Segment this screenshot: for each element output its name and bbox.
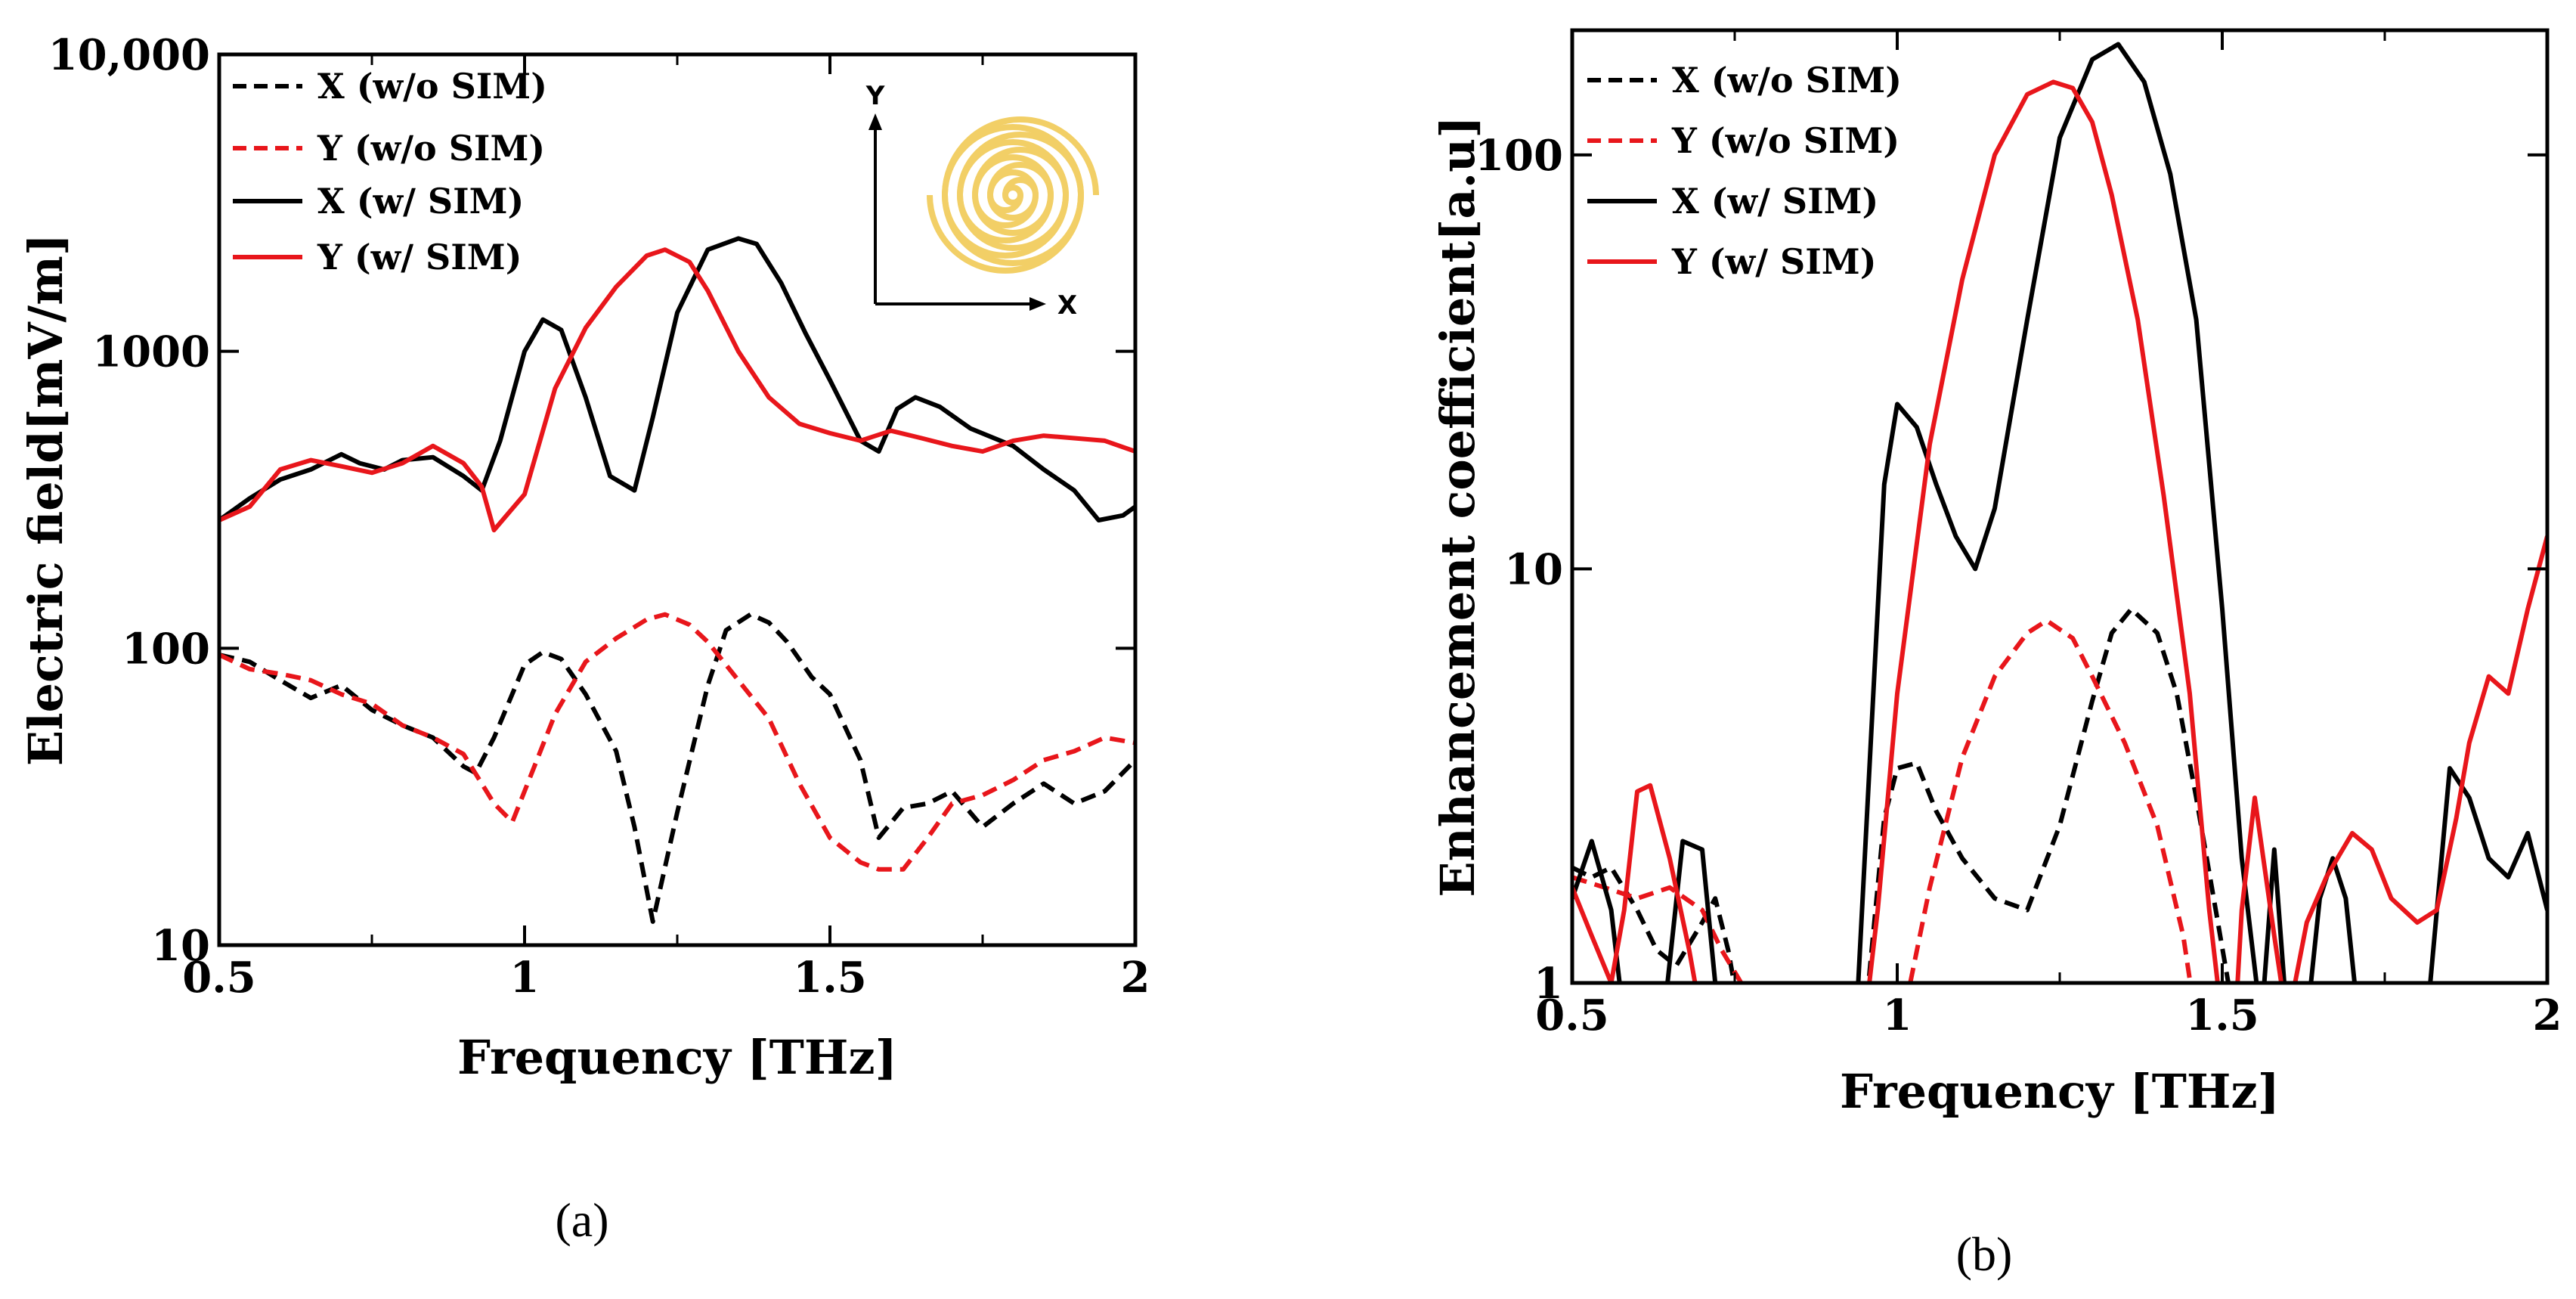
x-tick-label: 1.5 — [793, 953, 866, 1003]
y-axis-title-a: Electric field[mV/m] — [18, 234, 73, 766]
inset-y-label: Y — [865, 81, 885, 111]
inset-axes — [868, 113, 1046, 311]
y-tick-labels-b: 1 10 100 — [1475, 131, 1563, 1009]
series-group-a — [219, 236, 1135, 924]
x-tick-label: 2 — [1121, 953, 1150, 1003]
y-tick-label: 10 — [151, 921, 210, 971]
series-line-y-w-sim — [219, 247, 1135, 533]
series-line-y-w-sim — [1572, 79, 2547, 983]
series-group-b — [1572, 42, 2547, 983]
legend-label: Y (w/o SIM) — [1671, 120, 1899, 161]
x-tick-label: 0.5 — [1535, 991, 1608, 1040]
series-line-y-w-o-sim — [219, 612, 1135, 872]
y-tick-label: 10 — [1504, 544, 1563, 594]
legend-item-a-x-wo-sim: X (w/o SIM) — [233, 66, 547, 107]
legend-label: Y (w/ SIM) — [317, 237, 522, 277]
y-tick-label: 1000 — [92, 327, 210, 377]
legend-item-b-x-w-sim: X (w/ SIM) — [1587, 181, 1878, 222]
y-tick-labels-a: 10 100 1000 10,000 — [48, 30, 210, 971]
plot-frame-b — [1570, 28, 2550, 985]
x-tick-labels-b: 0.5 1 1.5 2 — [1535, 991, 2562, 1040]
legend-label: Y (w/ SIM) — [1671, 241, 1876, 282]
y-tick-label: 10,000 — [48, 30, 210, 80]
x-tick-label: 1 — [510, 953, 540, 1003]
series-line-x-w-sim — [219, 236, 1135, 522]
legend-item-b-x-wo-sim: X (w/o SIM) — [1587, 60, 1902, 101]
legend-item-a-y-wo-sim: Y (w/o SIM) — [233, 128, 545, 169]
x-tick-labels-a: 0.5 1 1.5 2 — [182, 953, 1150, 1003]
x-tick-label: 1 — [1883, 991, 1912, 1040]
legend-label: X (w/o SIM) — [317, 66, 547, 107]
plot-frame-a — [217, 52, 1138, 947]
x-axis-title-b: Frequency [THz] — [1840, 1064, 2280, 1119]
legend-label: Y (w/o SIM) — [317, 128, 545, 169]
inset-x-label: X — [1057, 290, 1077, 321]
series-line-x-w-sim — [1572, 42, 2547, 983]
legend-label: X (w/o SIM) — [1672, 60, 1902, 101]
x-tick-label: 0.5 — [182, 953, 255, 1003]
legend-item-b-y-w-sim: Y (w/ SIM) — [1587, 241, 1876, 282]
chart-panel-a: 0.5 1 1.5 2 10 100 1000 10,000 Frequency [THz]… — [18, 30, 1150, 1247]
y-tick-label: 100 — [122, 624, 210, 674]
caption-a: (a) — [555, 1193, 608, 1247]
spiral-antenna-icon — [927, 116, 1099, 274]
legend-label: X (w/ SIM) — [317, 181, 524, 222]
x-axis-title-a: Frequency [THz] — [457, 1030, 897, 1085]
y-tick-label: 100 — [1475, 131, 1563, 181]
caption-b: (b) — [1956, 1227, 2013, 1281]
series-line-y-w-o-sim — [1572, 618, 2193, 983]
x-tick-label: 2 — [2533, 991, 2562, 1040]
legend-item-a-x-w-sim: X (w/ SIM) — [233, 181, 524, 222]
legend-item-a-y-w-sim: Y (w/ SIM) — [233, 237, 522, 277]
legend-item-b-y-wo-sim: Y (w/o SIM) — [1587, 120, 1899, 161]
legend-b: X (w/o SIM) Y (w/o SIM) X (w/ SIM) Y (w/… — [1587, 60, 1902, 282]
x-tick-label: 1.5 — [2185, 991, 2259, 1040]
y-tick-label: 1 — [1534, 959, 1563, 1009]
series-line-x-w-o-sim — [219, 612, 1135, 924]
legend-label: X (w/ SIM) — [1672, 181, 1878, 222]
y-axis-title-b: Enhancement coefficient[a.u] — [1430, 116, 1485, 897]
tick-marks-b — [1571, 30, 2549, 984]
legend-a: X (w/o SIM) Y (w/o SIM) X (w/ SIM) Y (w/… — [233, 66, 547, 277]
inset-antenna: Y X — [865, 81, 1099, 321]
